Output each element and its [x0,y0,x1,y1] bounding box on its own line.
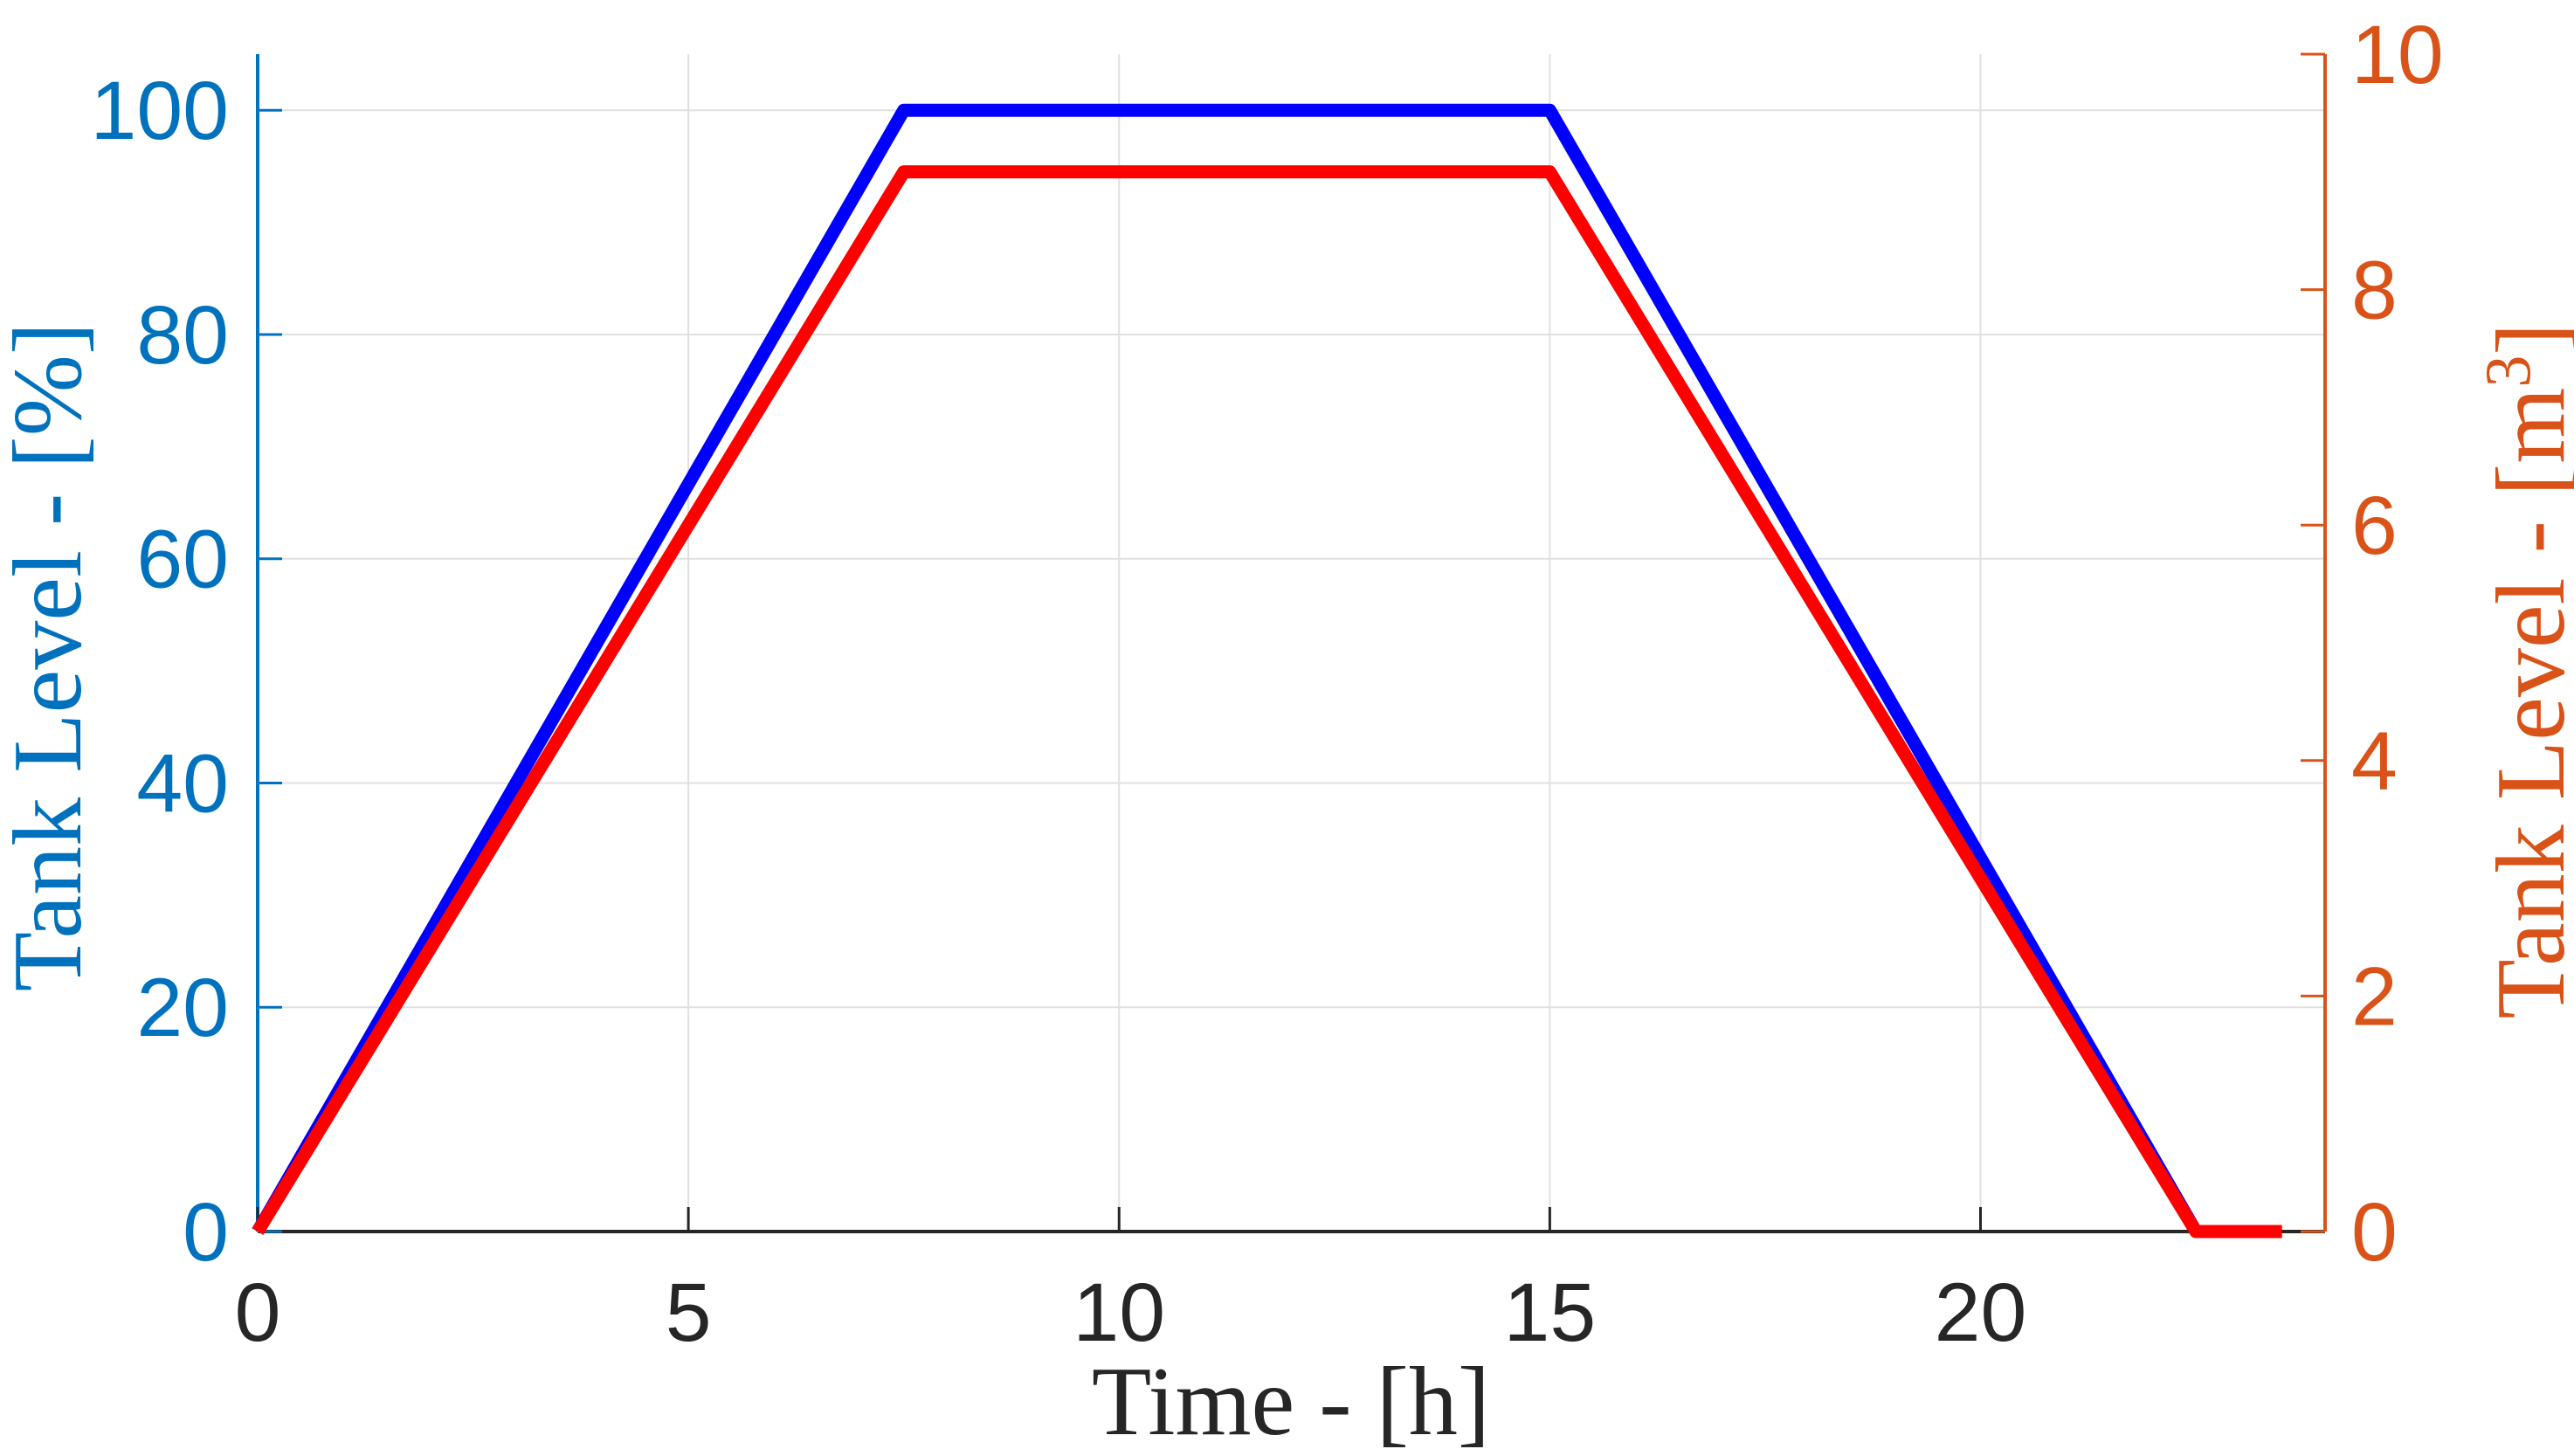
series-tank-level-volume [252,165,2282,1239]
left-y-tick-label: 60 [136,514,229,606]
right-y-tick-label: 8 [2351,245,2398,337]
x-tick-label: 5 [666,1266,712,1359]
right-y-axis-title-suffix: ] [2477,322,2574,355]
right-y-tick-label: 4 [2351,715,2398,808]
right-y-tick-label: 0 [2351,1186,2398,1279]
right-y-axis-title: Tank Level - [m3] [2473,322,2574,1018]
left-y-tick-label: 20 [136,962,229,1054]
left-y-axis-title: Tank Level - [%] [0,321,102,992]
right-y-tick-label: 10 [2351,9,2444,101]
x-tick-label: 20 [1935,1266,2027,1359]
x-tick-label: 10 [1073,1266,1165,1359]
right-y-axis-title-text: Tank Level - [m [2477,387,2574,1019]
right-y-axis-title-sup: 3 [2472,355,2544,388]
left-y-tick-label: 40 [136,737,229,830]
series-tank-level-percent [252,103,2202,1235]
x-tick-label: 0 [235,1266,281,1359]
right-y-tick-label: 6 [2351,480,2398,572]
left-y-tick-label: 80 [136,289,229,382]
x-tick-label: 15 [1504,1266,1597,1359]
left-y-tick-label: 0 [183,1186,229,1279]
left-y-tick-label: 100 [90,65,229,157]
x-axis-title: Time - [h] [1091,1348,1491,1456]
right-y-tick-label: 2 [2351,950,2398,1043]
